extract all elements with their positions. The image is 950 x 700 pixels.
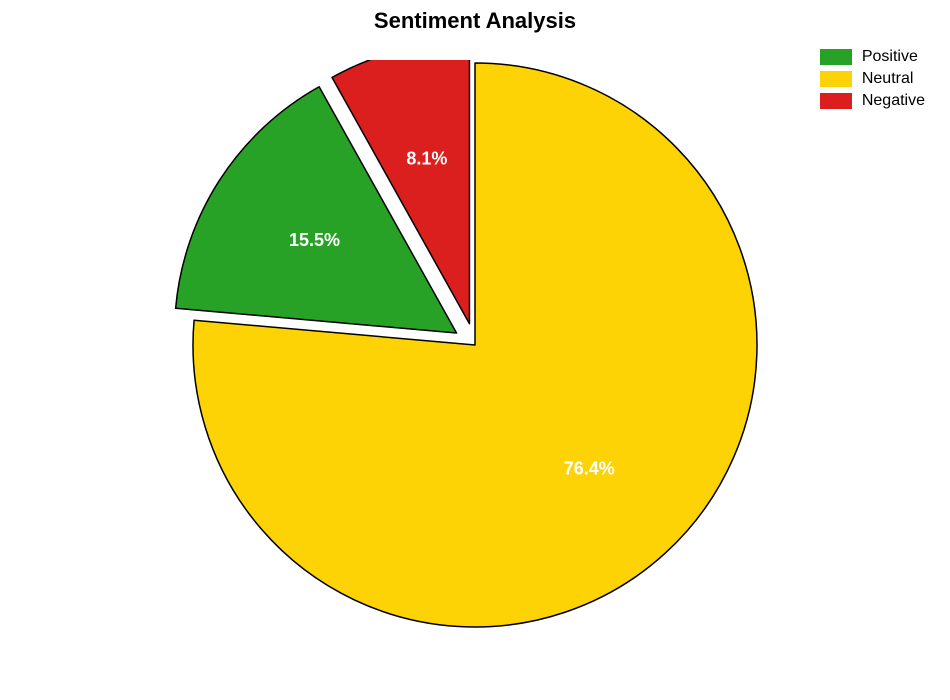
legend-swatch-positive xyxy=(820,49,852,65)
legend-label-positive: Positive xyxy=(862,48,918,66)
legend-label-neutral: Neutral xyxy=(862,70,914,88)
pie-chart: 76.4% 15.5% 8.1% xyxy=(0,60,950,640)
pie-svg: 76.4% 15.5% 8.1% xyxy=(0,60,950,700)
legend-item-positive: Positive xyxy=(820,48,925,66)
pie-label-negative: 8.1% xyxy=(406,149,447,169)
legend: Positive Neutral Negative xyxy=(820,48,925,114)
legend-swatch-neutral xyxy=(820,71,852,87)
chart-title: Sentiment Analysis xyxy=(0,8,950,34)
legend-label-negative: Negative xyxy=(862,92,925,110)
pie-label-neutral: 76.4% xyxy=(564,459,615,479)
pie-label-positive: 15.5% xyxy=(289,230,340,250)
legend-item-negative: Negative xyxy=(820,92,925,110)
legend-item-neutral: Neutral xyxy=(820,70,925,88)
legend-swatch-negative xyxy=(820,93,852,109)
